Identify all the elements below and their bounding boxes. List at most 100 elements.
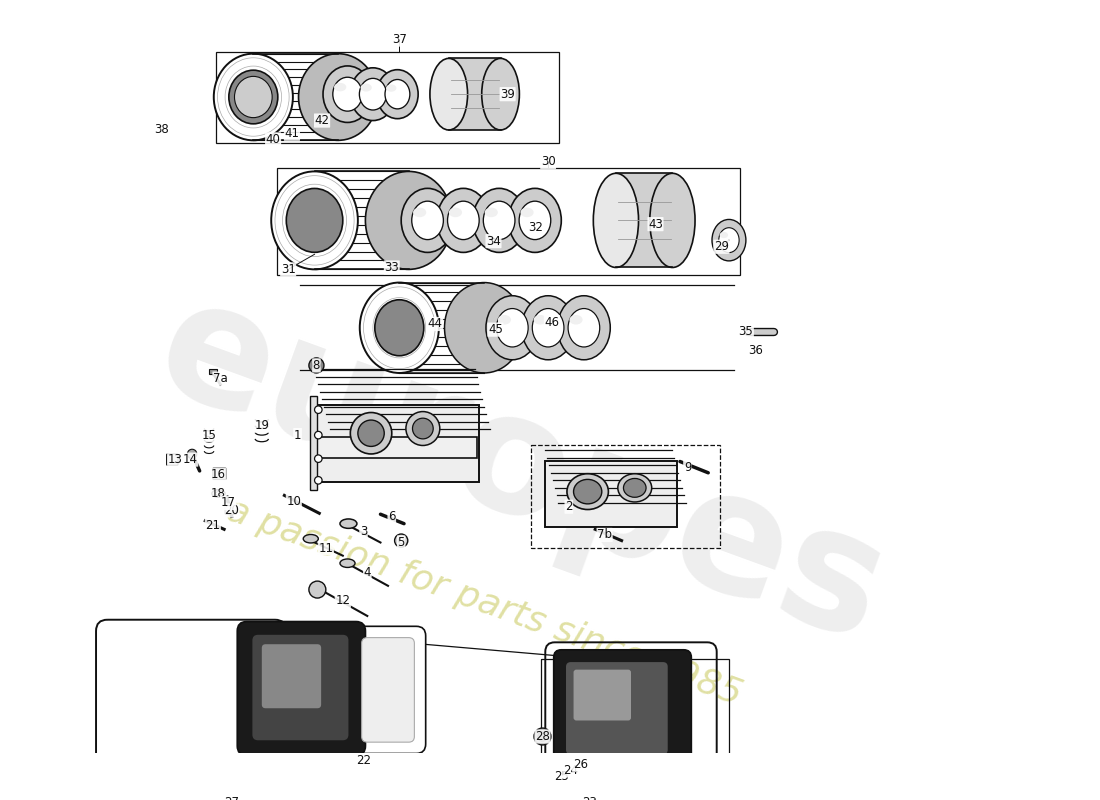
Ellipse shape	[719, 232, 728, 238]
Ellipse shape	[618, 474, 651, 502]
Ellipse shape	[718, 228, 739, 253]
Text: 34: 34	[486, 234, 500, 248]
Bar	[531, 445, 719, 548]
Text: 32: 32	[528, 222, 543, 234]
Ellipse shape	[650, 174, 695, 267]
Ellipse shape	[212, 490, 226, 498]
Ellipse shape	[385, 79, 410, 109]
Ellipse shape	[350, 68, 396, 121]
Ellipse shape	[411, 201, 443, 240]
Text: 37: 37	[392, 33, 407, 46]
Ellipse shape	[485, 207, 498, 217]
Text: 36: 36	[748, 344, 762, 357]
Ellipse shape	[532, 309, 564, 347]
Text: 46: 46	[544, 316, 560, 329]
Ellipse shape	[234, 76, 272, 118]
Bar	[310, 395, 318, 490]
Bar	[277, 168, 740, 275]
Ellipse shape	[712, 219, 746, 261]
Text: 10: 10	[286, 494, 301, 507]
Ellipse shape	[520, 207, 534, 217]
Ellipse shape	[386, 84, 396, 92]
FancyBboxPatch shape	[566, 662, 668, 754]
Text: 27: 27	[224, 796, 239, 800]
Bar	[546, 462, 678, 527]
Text: 4: 4	[363, 566, 371, 579]
Ellipse shape	[365, 171, 452, 270]
Ellipse shape	[376, 70, 418, 118]
Text: 12: 12	[336, 594, 350, 607]
Text: 7b: 7b	[597, 529, 612, 542]
Ellipse shape	[496, 309, 528, 347]
Text: 7a: 7a	[213, 372, 228, 385]
FancyBboxPatch shape	[226, 505, 236, 514]
Ellipse shape	[298, 54, 377, 140]
Text: 21: 21	[206, 519, 220, 532]
Text: 14: 14	[183, 453, 198, 466]
Circle shape	[569, 764, 579, 774]
Ellipse shape	[482, 58, 519, 130]
Circle shape	[538, 732, 547, 742]
Text: 35: 35	[738, 325, 754, 338]
Text: europes: europes	[138, 265, 906, 678]
Bar	[209, 369, 217, 374]
Ellipse shape	[340, 519, 356, 528]
Ellipse shape	[534, 315, 547, 325]
Text: 40: 40	[266, 133, 280, 146]
Bar	[540, 659, 729, 800]
FancyBboxPatch shape	[262, 644, 321, 708]
Text: 6: 6	[388, 510, 396, 522]
Circle shape	[309, 581, 326, 598]
Ellipse shape	[272, 171, 358, 270]
Ellipse shape	[216, 492, 221, 495]
Ellipse shape	[229, 70, 278, 124]
Ellipse shape	[340, 559, 355, 567]
Text: 25: 25	[554, 770, 569, 782]
Ellipse shape	[558, 296, 611, 360]
Ellipse shape	[624, 478, 646, 498]
FancyBboxPatch shape	[238, 622, 365, 755]
Text: 28: 28	[535, 730, 550, 743]
Text: 45: 45	[488, 323, 503, 336]
Circle shape	[187, 450, 197, 458]
Text: 5: 5	[397, 536, 405, 549]
FancyBboxPatch shape	[167, 454, 178, 466]
Text: 3: 3	[360, 525, 367, 538]
Ellipse shape	[360, 282, 439, 373]
Ellipse shape	[593, 174, 638, 267]
Circle shape	[412, 418, 433, 439]
Text: 16: 16	[211, 468, 226, 481]
Ellipse shape	[304, 534, 318, 543]
Text: 18: 18	[211, 487, 226, 500]
Bar	[449, 58, 500, 130]
Circle shape	[358, 420, 384, 446]
Bar	[315, 405, 480, 482]
FancyBboxPatch shape	[212, 468, 226, 479]
Ellipse shape	[449, 207, 462, 217]
Text: 11: 11	[318, 542, 333, 554]
FancyBboxPatch shape	[553, 650, 691, 778]
Text: 43: 43	[648, 218, 663, 230]
Ellipse shape	[375, 300, 424, 356]
FancyBboxPatch shape	[362, 638, 415, 742]
Circle shape	[406, 411, 440, 446]
Ellipse shape	[334, 83, 346, 91]
Text: 29: 29	[714, 240, 729, 254]
Text: 22: 22	[356, 754, 371, 767]
Ellipse shape	[519, 201, 551, 240]
FancyBboxPatch shape	[252, 634, 349, 740]
Ellipse shape	[437, 188, 490, 253]
Polygon shape	[315, 437, 476, 458]
Ellipse shape	[333, 78, 362, 111]
Text: 33: 33	[384, 261, 399, 274]
Ellipse shape	[573, 479, 602, 504]
Circle shape	[395, 534, 408, 547]
Circle shape	[398, 538, 404, 543]
FancyBboxPatch shape	[350, 626, 426, 754]
Ellipse shape	[213, 54, 293, 140]
Ellipse shape	[360, 78, 386, 110]
Bar	[216, 52, 560, 143]
Circle shape	[315, 406, 322, 414]
Circle shape	[315, 455, 322, 462]
Text: 41: 41	[285, 127, 299, 140]
